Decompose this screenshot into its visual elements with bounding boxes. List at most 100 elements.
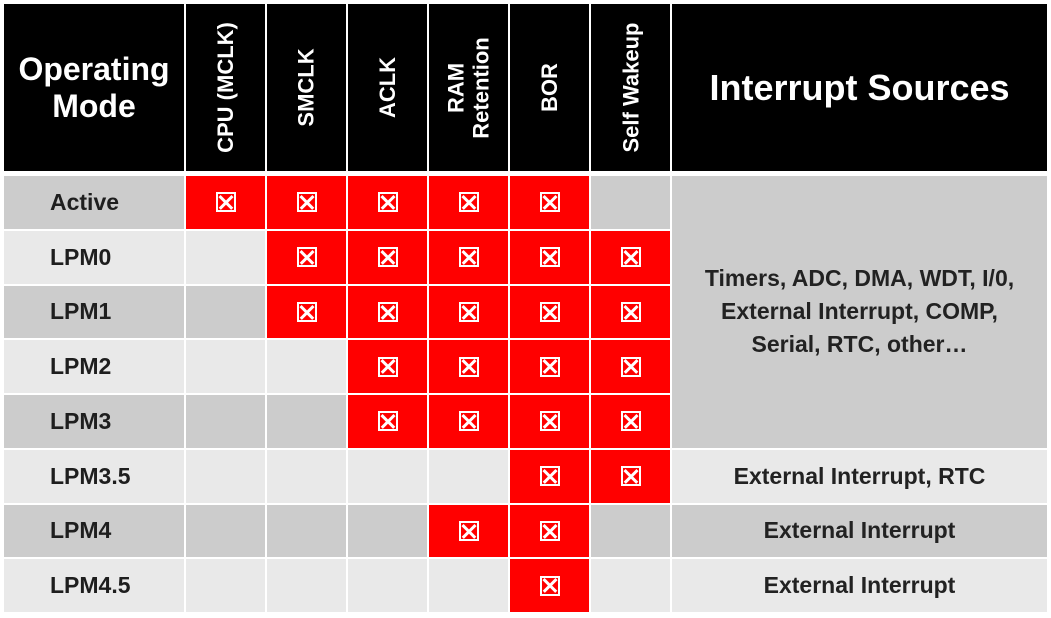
feature-cell-off	[591, 559, 670, 612]
boxed-x-icon	[620, 356, 641, 377]
feature-cell-on	[591, 285, 670, 339]
boxed-x-icon	[215, 192, 236, 213]
mode-label-lpm0: LPM0	[4, 230, 184, 284]
feature-cell-on	[429, 340, 508, 393]
feature-cell-on	[429, 176, 508, 229]
boxed-x-icon	[458, 247, 479, 268]
feature-cell-off	[186, 285, 265, 339]
boxed-x-icon	[620, 247, 641, 268]
feature-cell-off	[348, 504, 427, 558]
boxed-x-icon	[539, 411, 560, 432]
header-col-label: ACLK	[375, 57, 400, 118]
header-col-cpu-mclk: CPU (MCLK)	[186, 4, 265, 171]
feature-cell-on	[267, 176, 346, 229]
mode-label-lpm2: LPM2	[4, 340, 184, 393]
feature-cell-on	[429, 504, 508, 558]
feature-cell-on	[510, 230, 589, 284]
feature-cell-on	[429, 285, 508, 339]
interrupt-sources-text: External Interrupt, RTC	[734, 460, 986, 493]
feature-cell-off	[267, 449, 346, 503]
header-col-bor: BOR	[510, 4, 589, 171]
feature-cell-off	[591, 176, 670, 229]
feature-cell-off	[186, 559, 265, 612]
feature-cell-on	[591, 449, 670, 503]
boxed-x-icon	[458, 411, 479, 432]
interrupt-sources-text: Timers, ADC, DMA, WDT, I/0, External Inte…	[705, 262, 1014, 361]
feature-cell-on	[429, 395, 508, 448]
feature-cell-off	[267, 395, 346, 448]
boxed-x-icon	[296, 192, 317, 213]
header-interrupt-sources: Interrupt Sources	[672, 4, 1047, 171]
header-mode-line1: Operating	[18, 50, 170, 87]
interrupt-sources-text: External Interrupt	[764, 514, 956, 547]
interrupt-line: External Interrupt, RTC	[733, 462, 986, 489]
header-col-label: BOR	[537, 63, 562, 112]
header-col-aclk: ACLK	[348, 4, 427, 171]
feature-cell-on	[510, 176, 589, 229]
feature-cell-off	[429, 449, 508, 503]
header-col-line1: RAM	[443, 62, 469, 113]
mode-label-active: Active	[4, 176, 184, 229]
header-col-line1: SMCLK	[294, 48, 319, 127]
boxed-x-icon	[377, 192, 398, 213]
boxed-x-icon	[539, 520, 560, 541]
feature-cell-on	[591, 395, 670, 448]
boxed-x-icon	[539, 247, 560, 268]
feature-cell-off	[186, 230, 265, 284]
interrupt-sources-cell: External Interrupt	[672, 504, 1047, 558]
feature-cell-on	[510, 504, 589, 558]
boxed-x-icon	[458, 301, 479, 322]
boxed-x-icon	[377, 356, 398, 377]
feature-cell-off	[348, 449, 427, 503]
boxed-x-icon	[458, 520, 479, 541]
feature-cell-off	[186, 449, 265, 503]
feature-cell-off	[267, 340, 346, 393]
feature-cell-on	[348, 395, 427, 448]
boxed-x-icon	[458, 192, 479, 213]
interrupt-line: Serial, RTC, other…	[751, 331, 968, 358]
boxed-x-icon	[620, 301, 641, 322]
boxed-x-icon	[377, 247, 398, 268]
feature-cell-on	[591, 230, 670, 284]
interrupt-line: External Interrupt	[763, 572, 956, 599]
feature-cell-on	[510, 285, 589, 339]
feature-cell-off	[267, 504, 346, 558]
header-col-line1: Self Wakeup	[618, 22, 643, 153]
feature-cell-off	[429, 559, 508, 612]
mode-label-lpm4: LPM4	[4, 504, 184, 558]
boxed-x-icon	[620, 466, 641, 487]
feature-cell-on	[510, 559, 589, 612]
header-col-label: RAM Retention	[444, 37, 494, 138]
boxed-x-icon	[296, 301, 317, 322]
header-col-label: SMCLK	[294, 48, 319, 126]
interrupt-sources-cell: Timers, ADC, DMA, WDT, I/0, External Inte…	[672, 176, 1047, 448]
boxed-x-icon	[620, 411, 641, 432]
header-col-line2: Retention	[468, 36, 494, 139]
feature-cell-on	[186, 176, 265, 229]
feature-cell-on	[348, 176, 427, 229]
interrupt-line: External Interrupt, COMP,	[721, 298, 998, 325]
mode-label-lpm1: LPM1	[4, 285, 184, 339]
mode-label-lpm3: LPM3	[4, 395, 184, 448]
header-operating-mode: Operating Mode	[4, 4, 184, 171]
header-col-line1: CPU (MCLK)	[213, 22, 239, 153]
boxed-x-icon	[458, 356, 479, 377]
feature-cell-on	[348, 230, 427, 284]
feature-cell-on	[267, 285, 346, 339]
boxed-x-icon	[296, 247, 317, 268]
feature-cell-on	[510, 340, 589, 393]
header-col-ram: RAM Retention	[429, 4, 508, 171]
feature-cell-on	[510, 395, 589, 448]
boxed-x-icon	[539, 466, 560, 487]
header-col-line1: ACLK	[374, 56, 400, 119]
interrupt-sources-cell: External Interrupt	[672, 559, 1047, 612]
boxed-x-icon	[539, 301, 560, 322]
header-col-line1: BOR	[536, 63, 562, 112]
boxed-x-icon	[539, 575, 560, 596]
mode-label-lpm3-5: LPM3.5	[4, 449, 184, 503]
boxed-x-icon	[539, 192, 560, 213]
boxed-x-icon	[377, 301, 398, 322]
interrupt-line: External Interrupt	[763, 517, 956, 544]
feature-cell-off	[186, 395, 265, 448]
